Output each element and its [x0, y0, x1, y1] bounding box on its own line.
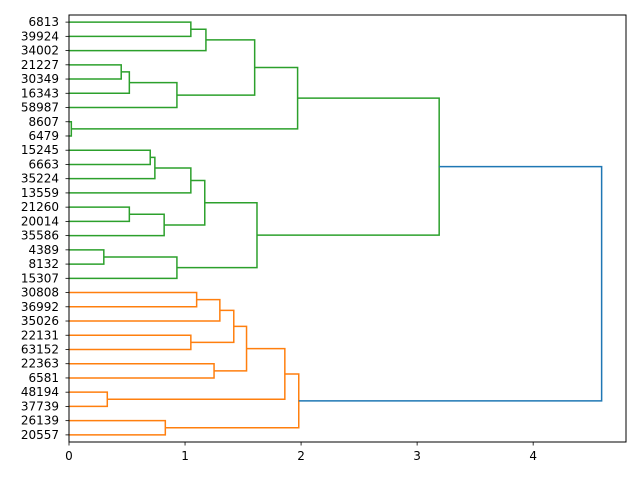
dendrogram-link-m13: [69, 21, 192, 38]
leaf-label: 37739: [21, 399, 59, 413]
dendrogram-link-m21: [190, 309, 235, 344]
dendrogram-link-m17: [164, 179, 206, 226]
leaf-label: 63152: [21, 342, 59, 356]
dendrogram-link-m28: [256, 97, 440, 236]
leaf-label: 22131: [21, 328, 59, 342]
leaf-label: 30349: [21, 72, 59, 86]
dendrogram-link-m2: [69, 249, 105, 265]
dendrogram-link-m14: [69, 334, 192, 351]
leaf-label: 4389: [28, 243, 59, 257]
leaf-label: 6479: [28, 129, 59, 143]
leaf-label: 58987: [21, 101, 59, 115]
dendrogram-link-m9: [69, 213, 165, 237]
dendrogram-link-m10: [69, 419, 167, 436]
leaf-label: 20014: [21, 214, 59, 228]
dendrogram-link-m15: [69, 167, 192, 194]
leaf-label: 13559: [21, 186, 59, 200]
leaf-label: 34002: [21, 44, 59, 58]
dendrogram-link-m29: [298, 165, 603, 402]
leaf-label: 39924: [21, 29, 59, 43]
x-tick-label: 3: [413, 449, 421, 463]
leaf-label: 30808: [21, 286, 59, 300]
leaf-label: 6663: [28, 157, 59, 171]
leaf-label: 35026: [21, 314, 59, 328]
x-tick-label: 4: [529, 449, 537, 463]
dendrogram-links: [69, 21, 603, 436]
leaf-label: 21260: [21, 200, 59, 214]
dendrogram-link-m24: [176, 201, 258, 269]
dendrogram-link-m22: [214, 325, 248, 372]
leaf-label: 15307: [21, 271, 59, 285]
x-axis: 0 1 2 3 4: [65, 442, 537, 463]
leaf-label: 8132: [28, 257, 59, 271]
leaf-label: 8607: [28, 115, 59, 129]
leaf-label: 6813: [28, 15, 59, 29]
dendrogram-link-m1: [69, 121, 73, 137]
leaf-label: 6581: [28, 371, 59, 385]
dendrogram-link-m23: [176, 39, 256, 96]
leaf-label: 22363: [21, 357, 59, 371]
dendrogram-link-m6: [69, 206, 131, 223]
dendrogram-link-m16: [69, 291, 198, 308]
leaf-label: 48194: [21, 385, 59, 399]
axes-frame: [68, 14, 627, 443]
leaf-label: 20557: [21, 428, 59, 442]
leaf-label: 35586: [21, 229, 59, 243]
leaf-labels: 6813399243400221227303491634358987860764…: [21, 15, 69, 442]
dendrogram-link-m4: [69, 64, 122, 80]
dendrogram-link-m19: [69, 362, 215, 379]
dendrogram-link-m18: [69, 28, 207, 52]
leaf-label: 35224: [21, 172, 59, 186]
dendrogram-link-m5: [69, 71, 131, 95]
dendrogram-link-m20: [69, 298, 221, 322]
dendrogram-link-m11: [69, 256, 178, 280]
x-tick-label: 0: [65, 449, 73, 463]
dendrogram-link-m12: [69, 81, 178, 109]
dendrogram-link-m25: [107, 347, 286, 401]
leaf-label: 26139: [21, 414, 59, 428]
dendrogram-link-m3: [69, 391, 109, 408]
dendrogram-link-m7: [69, 149, 151, 166]
leaf-label: 15245: [21, 143, 59, 157]
dendrogram-link-m26: [71, 66, 299, 130]
dendrogram-link-m8: [69, 156, 156, 180]
leaf-label: 36992: [21, 300, 59, 314]
leaf-label: 21227: [21, 58, 59, 72]
x-tick-label: 1: [181, 449, 189, 463]
x-tick-label: 2: [297, 449, 305, 463]
dendrogram-link-m27: [165, 373, 300, 429]
leaf-label: 16343: [21, 86, 59, 100]
